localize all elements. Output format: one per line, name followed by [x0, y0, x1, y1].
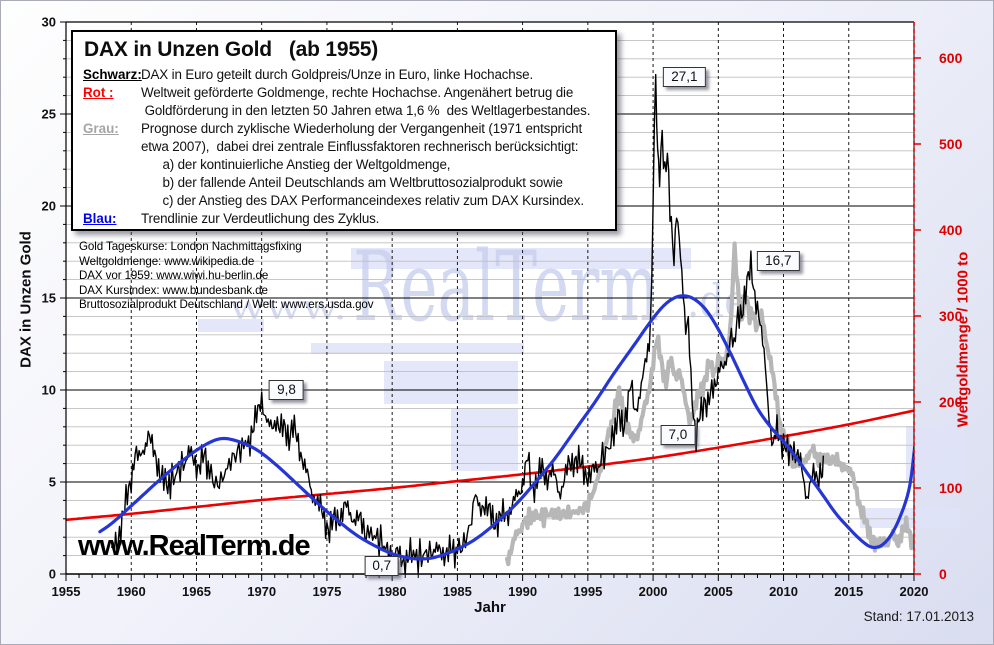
x-tick-label: 1970	[247, 584, 276, 599]
x-tick-label: 1955	[52, 584, 81, 599]
x-tick-label: 1980	[378, 584, 407, 599]
brand-url-text: www.RealTerm.de	[78, 530, 311, 562]
series-layer	[66, 73, 914, 574]
legend-row-label: Schwarz:	[83, 67, 142, 82]
x-tick-label: 2005	[704, 584, 733, 599]
y-left-tick-label: 30	[42, 15, 56, 30]
watermark-block	[351, 248, 691, 269]
value-label-0-7: 0,7	[364, 556, 400, 577]
series-prognose	[504, 241, 914, 567]
y-right-tick-label: 500	[939, 136, 963, 152]
legend-row-2: Grau: Prognose durch zyklische Wiederholu…	[83, 120, 609, 210]
x-tick-label: 2015	[834, 584, 863, 599]
series-weltgoldmenge	[66, 409, 914, 522]
x-tick-label: 1995	[573, 584, 602, 599]
y-left-tick-label: 25	[42, 107, 56, 122]
legend-row-text: Trendlinie zur Verdeutlichung des Zyklus…	[141, 211, 380, 226]
watermark-layer: www. RealTerm .de	[198, 231, 963, 528]
y-right-tick-label: 300	[939, 308, 963, 324]
y-left-tick-label: 10	[42, 383, 56, 398]
x-tick-label: 2000	[639, 584, 668, 599]
watermark-text-name: RealTerm	[353, 231, 659, 343]
legend-row-label: Rot :	[83, 85, 114, 100]
legend-row-3: Blau: Trendlinie zur Verdeutlichung des Z…	[83, 210, 609, 228]
legend-row-text: Weltweit geförderte Goldmenge, rechte Ho…	[141, 85, 591, 118]
y-left-tick-label: 20	[42, 199, 56, 214]
series-trend	[98, 294, 914, 561]
watermark-block	[451, 409, 518, 471]
chart-title: DAX in Unzen Gold (ab 1955)	[84, 38, 379, 61]
x-tick-label: 2010	[769, 584, 798, 599]
axes-layer: 1955 1960 1965 1970 1975 1980 1985 1990 1995 2000…	[42, 15, 963, 600]
source-notes: Gold Tageskurse: London Nachmittagsfixin…	[79, 240, 374, 313]
x-tick-label: 1975	[312, 584, 341, 599]
y-right-tick-label: 100	[939, 480, 963, 496]
source-line-4: Bruttosozialprodukt Deutschland / Welt: …	[79, 298, 374, 312]
legend-row-label: Blau:	[83, 211, 117, 226]
y-right-tick-label: 0	[939, 566, 947, 582]
legend-row-0: Schwarz: DAX in Euro geteilt durch Goldpr…	[83, 66, 609, 84]
y-axis-left-title: DAX in Unzen Gold	[17, 231, 35, 368]
watermark-block	[384, 361, 518, 404]
source-line-1: Weltgoldmenge: www.wikipedia.de	[79, 254, 255, 268]
y-right-tick-label: 400	[939, 222, 963, 238]
y-right-tick-label: 600	[939, 50, 963, 66]
y-left-tick-label: 15	[42, 291, 56, 306]
value-label-16-7: 16,7	[757, 251, 800, 272]
x-tick-label: 2020	[900, 584, 929, 599]
value-label-27-1: 27,1	[663, 67, 706, 88]
watermark-block	[198, 319, 264, 332]
status-date: Stand: 17.01.2013	[863, 609, 974, 624]
legend-box: DAX in Unzen Gold (ab 1955) Schwarz: DAX …	[71, 30, 617, 231]
y-right-tick-label: 200	[939, 394, 963, 410]
legend-row-text: Prognose durch zyklische Wiederholung de…	[141, 121, 584, 208]
value-label-9-8: 9,8	[269, 380, 304, 400]
source-line-0: Gold Tageskurse: London Nachmittagsfixin…	[79, 240, 302, 253]
source-line-2: DAX vor 1959: www.wiwi.hu-berlin.de	[79, 269, 269, 283]
legend-rows: Schwarz: DAX in Euro geteilt durch Goldpr…	[83, 66, 609, 228]
legend-row-1: Rot : Weltweit geförderte Goldmenge, rech…	[83, 84, 609, 120]
y-axis-right-title: Weltgoldmenge / 1000 to	[954, 251, 972, 428]
legend-row-label: Grau:	[83, 121, 119, 136]
x-tick-label: 1990	[508, 584, 537, 599]
x-tick-label: 1985	[443, 584, 472, 599]
watermark-block	[311, 343, 524, 354]
value-label-7-0: 7,0	[660, 425, 696, 446]
source-line-3: DAX Kursindex: www.bundesbank.de	[79, 283, 268, 297]
y-left-tick-label: 5	[49, 475, 56, 490]
watermark-block	[906, 426, 963, 481]
x-tick-label: 1965	[182, 584, 211, 599]
y-left-tick-label: 0	[49, 567, 56, 582]
x-tick-label: 1960	[117, 584, 146, 599]
watermark-block	[860, 508, 960, 528]
series-dax_in_gold	[111, 73, 824, 574]
x-axis-title: Jahr	[474, 599, 506, 616]
legend-row-text: DAX in Euro geteilt durch Goldpreis/Unze…	[141, 67, 534, 82]
